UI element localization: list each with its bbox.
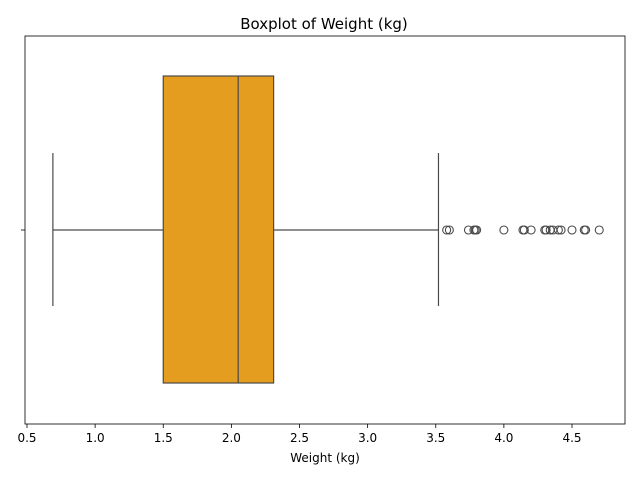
x-tick-label: 1.5 bbox=[154, 431, 173, 445]
x-tick-label: 3.5 bbox=[426, 431, 445, 445]
outlier-point bbox=[519, 225, 529, 235]
x-tick-label: 1.0 bbox=[86, 431, 105, 445]
outlier-point bbox=[567, 225, 577, 235]
outlier-point bbox=[526, 225, 536, 235]
x-axis-label: Weight (kg) bbox=[290, 451, 360, 465]
outlier-point bbox=[499, 225, 509, 235]
outlier-point bbox=[556, 225, 566, 235]
x-tick-label: 2.0 bbox=[222, 431, 241, 445]
iqr-box bbox=[162, 75, 275, 384]
outlier-point bbox=[472, 225, 482, 235]
outlier-point bbox=[442, 225, 452, 235]
outlier-point bbox=[541, 225, 551, 235]
outlier-point bbox=[594, 225, 604, 235]
x-tick-label: 4.0 bbox=[494, 431, 513, 445]
x-tick-label: 2.5 bbox=[290, 431, 309, 445]
x-tick-label: 3.0 bbox=[358, 431, 377, 445]
x-tick-label: 0.5 bbox=[17, 431, 36, 445]
outlier-point bbox=[581, 225, 591, 235]
chart-title: Boxplot of Weight (kg) bbox=[240, 15, 408, 33]
outlier-point bbox=[444, 225, 454, 235]
chart-marks bbox=[52, 75, 604, 384]
x-axis: 0.5 1.0 1.5 2.0 2.5 3.0 3.5 4.0 4.5 bbox=[17, 424, 582, 445]
outlier-point bbox=[553, 225, 563, 235]
x-tick-label: 4.5 bbox=[562, 431, 581, 445]
